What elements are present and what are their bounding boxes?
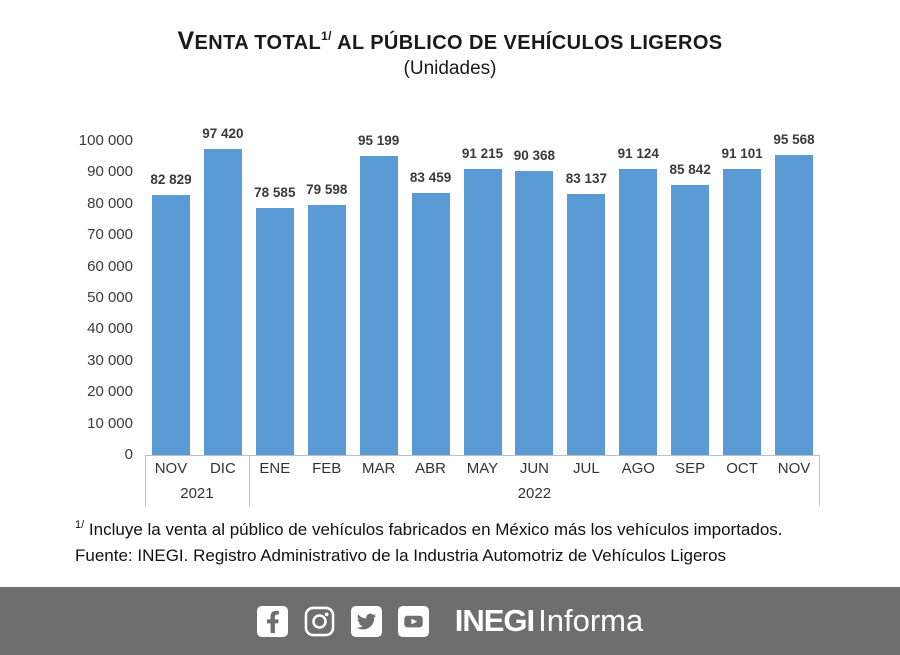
footnote-superscript: 1/ <box>75 519 85 531</box>
y-tick-label: 40 000 <box>87 320 133 338</box>
x-tick-label: FEB <box>312 459 342 477</box>
y-tick-label: 10 000 <box>87 414 133 432</box>
footer-bar: INEGI Informa <box>0 587 900 655</box>
twitter-icon[interactable] <box>350 605 382 637</box>
x-tick-label: SEP <box>675 459 706 477</box>
bar-value-label: 83 137 <box>565 170 607 186</box>
y-tick-label: 30 000 <box>87 351 133 369</box>
title-superscript: 1/ <box>321 29 332 43</box>
facebook-icon[interactable] <box>256 605 288 637</box>
bar <box>151 194 190 455</box>
bar <box>671 185 710 455</box>
bar <box>307 205 346 455</box>
x-tick-label: NOV <box>777 459 811 477</box>
bar-value-label: 95 568 <box>773 131 815 147</box>
x-tick-label: JUN <box>519 459 549 477</box>
x-axis-line <box>145 455 820 456</box>
bar-value-label: 85 842 <box>669 162 711 178</box>
bar <box>515 171 554 455</box>
footnote-text: Incluye la venta al público de vehículos… <box>84 520 783 539</box>
title-text: ENTA TOTAL <box>194 32 322 54</box>
instagram-icon[interactable] <box>304 606 335 637</box>
y-tick-label: 70 000 <box>87 226 133 244</box>
y-tick-label: 80 000 <box>87 194 133 212</box>
footnote-source: Fuente: INEGI. Registro Administrativo d… <box>75 546 727 565</box>
y-tick-label: 60 000 <box>87 257 133 275</box>
y-axis: 0 10 000 20 000 30 000 40 000 50 000 60 000 70 … <box>38 132 133 463</box>
inegi-informa-logo: INEGI Informa <box>455 603 644 639</box>
bar <box>359 156 398 455</box>
plot-area: 82 829 97 420 78 585 79 598 95 199 83 459 91 2… <box>145 126 820 455</box>
x-tick-label: ABR <box>415 459 446 477</box>
x-tick-label: NOV <box>154 459 188 477</box>
axis-separator-line <box>145 455 146 506</box>
bar-value-label: 95 199 <box>358 133 400 149</box>
bar <box>619 168 658 455</box>
bar <box>411 192 450 455</box>
inegi-logo-text: INEGI <box>454 603 535 638</box>
axis-separator-line <box>819 455 820 506</box>
x-axis: NOV DIC ENE FEB MAR ABR MAY JUN JUL AGO SEP OCT NOV 2… <box>145 455 820 506</box>
bar <box>723 168 762 455</box>
bar-value-label: 83 459 <box>409 169 452 185</box>
bar-value-label: 91 215 <box>461 145 504 161</box>
bar-value-label: 79 598 <box>306 182 348 198</box>
bar <box>775 154 814 455</box>
y-tick-label: 0 <box>124 446 133 463</box>
informa-logo-text: Informa <box>538 603 644 638</box>
bar <box>203 149 242 455</box>
bar-value-label: 78 585 <box>254 185 296 201</box>
chart-title: VENTA TOTAL1/ AL PÚBLICO DE VEHÍCULOS LI… <box>0 22 900 59</box>
y-tick-label: 90 000 <box>87 163 133 181</box>
title-initial: V <box>177 27 195 55</box>
bar <box>463 168 502 455</box>
year-group-label: 2021 <box>180 485 214 502</box>
x-tick-label: MAR <box>361 459 396 477</box>
x-tick-label: MAY <box>466 459 499 477</box>
chart-subtitle: (Unidades) <box>403 58 497 79</box>
bar <box>567 193 606 455</box>
bar-value-label: 90 368 <box>513 148 556 164</box>
bar <box>255 208 294 455</box>
x-tick-label: ENE <box>259 459 291 477</box>
x-tick-label: OCT <box>726 459 758 477</box>
title-tail: AL PÚBLICO DE VEHÍCULOS LIGEROS <box>331 32 723 54</box>
youtube-icon[interactable] <box>397 605 429 637</box>
axis-separator-line <box>248 455 250 506</box>
y-tick-label: 100 000 <box>78 132 133 149</box>
x-tick-label: JUL <box>572 459 600 477</box>
y-tick-label: 20 000 <box>87 383 133 401</box>
x-tick-label: AGO <box>621 459 655 477</box>
y-tick-label: 50 000 <box>87 289 133 306</box>
x-tick-label: DIC <box>209 459 236 477</box>
bar-value-label: 97 420 <box>202 126 244 142</box>
bar-value-label: 82 829 <box>150 171 192 187</box>
footnote-definition: 1/ Incluye la venta al público de vehícu… <box>75 519 783 540</box>
bar-value-label: 91 101 <box>721 145 763 161</box>
year-group-label: 2022 <box>517 485 552 502</box>
bar-value-label: 91 124 <box>617 145 659 161</box>
